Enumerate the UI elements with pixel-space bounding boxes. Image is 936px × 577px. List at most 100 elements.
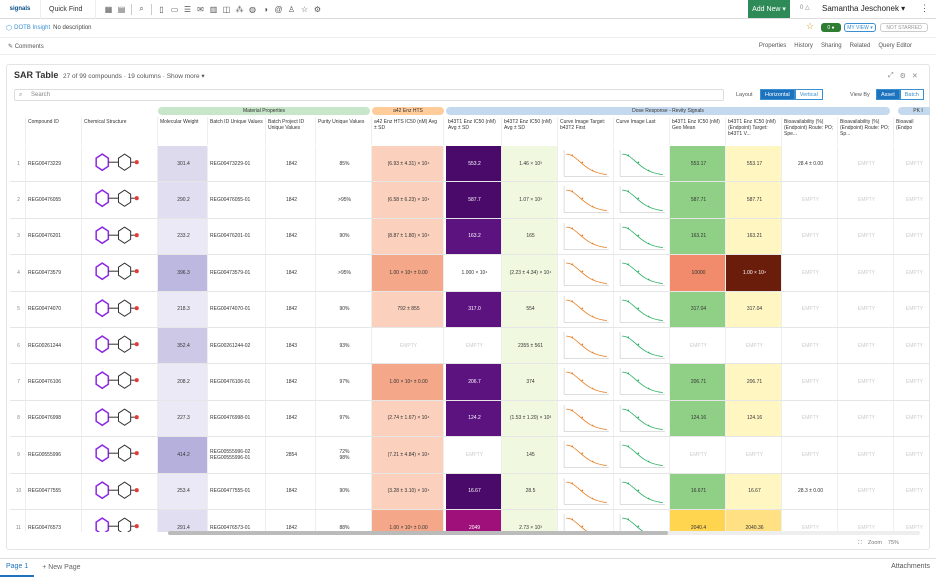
properties-link[interactable]: Properties <box>758 43 787 49</box>
table-cell[interactable]: 792 ± 855 <box>372 291 444 327</box>
table-cell[interactable]: 208.2 <box>158 364 208 400</box>
table-cell[interactable]: 352.4 <box>158 328 208 364</box>
table-cell[interactable] <box>614 473 670 509</box>
table-cell[interactable]: REG00476573 <box>26 510 82 532</box>
table-cell[interactable]: EMPTY <box>838 328 894 364</box>
table-cell[interactable]: 145 <box>502 437 558 473</box>
table-cell[interactable]: 587.7 <box>446 182 502 218</box>
table-cell[interactable]: EMPTY <box>838 218 894 255</box>
table-cell[interactable]: 206.71 <box>726 364 782 400</box>
user-menu[interactable]: Samantha Jeschonek ▾ <box>822 4 906 13</box>
table-cell[interactable]: (2.74 ± 1.67) × 10⁴ <box>372 400 444 437</box>
table-cell[interactable]: EMPTY <box>670 328 726 364</box>
app-logo[interactable]: signals <box>0 0 40 19</box>
table-row[interactable]: 9 REG00555996 414.2 REG00555996-02 REG00555… <box>10 437 930 474</box>
table-row[interactable]: 1 REG00473229 301.4 REG00473229-01 1842 85% (6… <box>10 146 930 183</box>
table-cell[interactable]: EMPTY <box>838 473 894 509</box>
table-cell[interactable]: 11 <box>10 510 26 532</box>
table-cell[interactable]: 85% <box>316 146 372 182</box>
column-header[interactable]: Chemical Structure <box>82 117 158 145</box>
table-cell[interactable]: 28.5 <box>502 473 558 509</box>
table-cell[interactable]: EMPTY <box>894 182 930 217</box>
table-cell[interactable]: 124.2 <box>446 400 502 437</box>
table-cell[interactable]: 317.0 <box>446 291 502 327</box>
message-icon[interactable]: ✉ <box>197 4 204 14</box>
related-link[interactable]: Related <box>849 43 871 49</box>
table-cell[interactable] <box>614 510 670 532</box>
table-cell[interactable]: EMPTY <box>782 182 838 218</box>
quick-find[interactable]: Quick Find <box>40 0 96 19</box>
table-cell[interactable]: (3.28 ± 3.10) × 10⁴ <box>372 473 444 509</box>
column-header[interactable]: Bioavail (Endpo <box>894 117 930 145</box>
table-cell[interactable]: 10000 <box>670 255 726 291</box>
table-cell[interactable] <box>614 182 670 218</box>
insight-title[interactable]: DOTB Insight <box>14 25 51 31</box>
table-cell[interactable]: REG00477555 <box>26 473 82 509</box>
table-cell[interactable]: REG00476106-01 <box>208 364 266 400</box>
table-cell[interactable]: EMPTY <box>782 255 838 291</box>
table-cell[interactable]: 1842 <box>266 255 316 291</box>
table-cell[interactable]: 97% <box>316 400 372 437</box>
horizontal-layout-button[interactable]: Horizontal <box>760 89 795 100</box>
table-cell[interactable]: 1842 <box>266 400 316 437</box>
table-cell[interactable]: 206.7 <box>446 364 502 400</box>
sar-count[interactable]: 27 of 99 compounds · 19 columns · Show m… <box>63 73 205 80</box>
table-cell[interactable] <box>558 328 614 364</box>
history-link[interactable]: History <box>794 43 813 49</box>
table-cell[interactable] <box>558 473 614 509</box>
table-cell[interactable]: 16.671 <box>670 473 726 509</box>
table-cell[interactable] <box>82 146 158 182</box>
search-input[interactable]: ⌕ Search <box>14 89 724 101</box>
table-cell[interactable]: 2854 <box>266 437 316 473</box>
table-cell[interactable]: 553.17 <box>670 146 726 182</box>
table-cell[interactable]: (2.23 ± 4.34) × 10⁴ <box>502 255 558 291</box>
table-cell[interactable]: 28.4 ± 0.00 <box>782 146 838 182</box>
table-cell[interactable]: EMPTY <box>838 255 894 291</box>
table-cell[interactable]: 233.2 <box>158 218 208 255</box>
not-starred-button[interactable]: NOT STARRED <box>880 23 928 32</box>
table-row[interactable]: 3 REG00476201 233.2 REG00476201-01 1842 90% (8… <box>10 218 930 256</box>
comments-button[interactable]: ✎ Comments <box>8 43 44 50</box>
table-cell[interactable]: 90% <box>316 218 372 255</box>
table-cell[interactable]: 227.3 <box>158 400 208 437</box>
table-cell[interactable]: 16.67 <box>446 473 502 509</box>
table-cell[interactable]: EMPTY <box>838 437 894 473</box>
star-icon[interactable]: ☆ <box>300 4 309 14</box>
table-cell[interactable]: REG00476201 <box>26 218 82 255</box>
table-cell[interactable]: EMPTY <box>894 146 930 181</box>
table-cell[interactable]: 2 <box>10 182 26 218</box>
table-cell[interactable]: 1842 <box>266 473 316 509</box>
table-icon[interactable]: ▥ <box>209 4 218 14</box>
table-cell[interactable] <box>558 400 614 437</box>
table-cell[interactable]: 2049 <box>446 510 502 532</box>
table-cell[interactable] <box>558 255 614 291</box>
more-menu-icon[interactable]: ⋮ <box>920 3 929 13</box>
table-cell[interactable]: EMPTY <box>894 474 930 509</box>
table-row[interactable]: 7 REG00476106 208.2 REG00476106-01 1842 97% 1.… <box>10 364 930 401</box>
table-cell[interactable]: EMPTY <box>838 146 894 182</box>
table-cell[interactable] <box>614 437 670 473</box>
table-cell[interactable]: (6.93 ± 4.31) × 10⁴ <box>372 146 444 182</box>
column-header[interactable]: Batch ID Unique Values <box>208 117 266 145</box>
table-cell[interactable] <box>558 218 614 255</box>
table-cell[interactable]: 290.2 <box>158 182 208 218</box>
table-cell[interactable]: 1842 <box>266 510 316 532</box>
horizontal-scrollbar[interactable] <box>168 531 920 535</box>
table-cell[interactable]: 163.21 <box>726 218 782 255</box>
table-cell[interactable]: >95% <box>316 255 372 291</box>
favorite-star-icon[interactable]: ☆ <box>806 21 815 31</box>
table-cell[interactable]: REG00473229 <box>26 146 82 182</box>
table-cell[interactable] <box>558 182 614 218</box>
table-cell[interactable] <box>82 328 158 364</box>
fit-icon[interactable]: ⛶ <box>858 540 862 546</box>
table-cell[interactable]: 218.3 <box>158 291 208 327</box>
table-cell[interactable]: 8 <box>10 400 26 437</box>
column-header[interactable]: a42 Enz HTS IC50 (nM) Avg ± SD <box>372 117 444 145</box>
table-cell[interactable]: 374 <box>502 364 558 400</box>
table-cell[interactable]: REG00474070-01 <box>208 291 266 327</box>
table-cell[interactable]: 124.16 <box>726 400 782 437</box>
person-icon[interactable]: ♙ <box>287 4 296 14</box>
at-icon[interactable]: @ <box>274 4 283 14</box>
new-page-button[interactable]: + New Page <box>42 564 81 571</box>
table-cell[interactable]: 1842 <box>266 291 316 327</box>
